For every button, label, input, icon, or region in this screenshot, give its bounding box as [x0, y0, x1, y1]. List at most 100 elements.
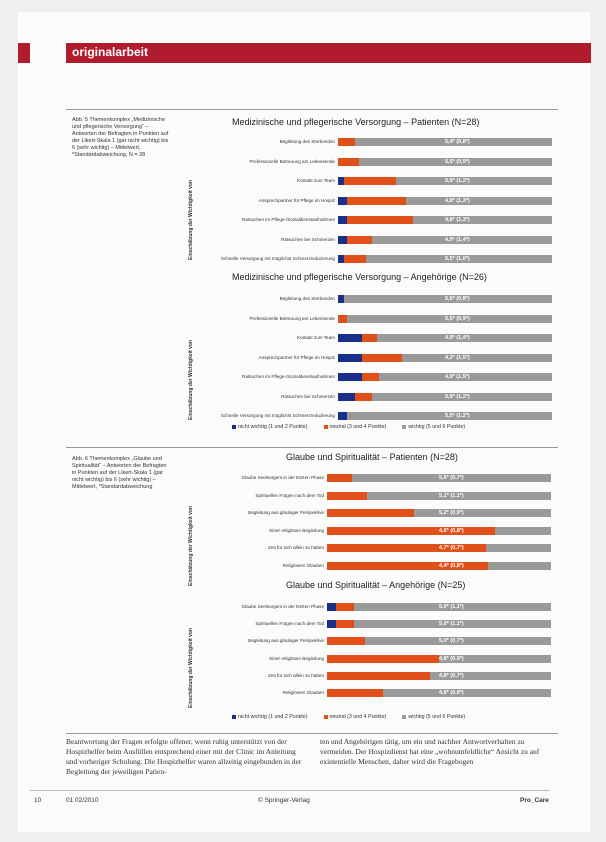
chart-bar-segment-orange [327, 509, 415, 517]
chart-title: Medizinische und pflegerische Versorgung… [232, 272, 487, 282]
chart-bar-segment-orange [346, 196, 407, 205]
chart-category-label: Einer religiösen Begleitung [269, 527, 324, 533]
chart-bar [338, 157, 552, 166]
chart-y-axis-label: Einschätzung der Wichtigkeit von [188, 628, 194, 708]
chart-bar-segment-gray [346, 412, 552, 420]
legend-label: neutral (3 und 4 Punkte) [329, 424, 387, 430]
chart-bar-segment-orange [361, 373, 379, 381]
chart-category-label: Glaube Seelsorgers in der letzten Phase [241, 604, 324, 609]
chart-bar-segment-blue [338, 177, 345, 185]
chart-bar-segment-gray [372, 235, 552, 244]
legend-item: neutral (3 und 4 Punkte) [323, 424, 387, 430]
legend-label: wichtig (5 und 6 Punkte) [408, 424, 466, 430]
chart-bar-segment-gray [353, 603, 551, 611]
chart-bar-segment-gray [344, 295, 552, 303]
chart-category-label: Religiösem Glauben [282, 562, 324, 568]
chart-bar-segment-blue [338, 255, 345, 263]
chart-data-label: 5,5* (1,2*) [445, 413, 470, 419]
chart-bar [338, 138, 552, 146]
chart-bar-segment-gray [402, 353, 552, 362]
chart-category-label: Zeit für sich allein zu haben [268, 672, 324, 678]
chart-bar-segment-gray [346, 314, 552, 323]
chart-bar-segment-gray [406, 196, 552, 205]
chart-bar-segment-gray [359, 157, 552, 166]
body-text-col2: ten und Angehörigen tätig, um ein und na… [320, 737, 540, 766]
chart-data-label: 4,8* (0,9*) [439, 690, 464, 696]
chart-bar-segment-orange [327, 544, 487, 552]
chart-category-label: Religiösem Glauben [282, 690, 324, 695]
chart-bar-segment-orange [338, 157, 360, 166]
chart-bar [327, 509, 551, 517]
legend-swatch [232, 425, 236, 429]
chart-bar-segment-gray [414, 509, 551, 517]
chart-category-label: Spirituellen Fragen nach dem Tod [255, 492, 324, 498]
chart-category-label: Professionelle Betreuung am Lebensende [249, 315, 335, 321]
footer-rule [30, 790, 550, 791]
chart-data-label: 4,8* (0,7*) [439, 672, 464, 679]
chart-bar [338, 177, 552, 185]
figure-caption-5: Abb. 5 Themenkomplex „Medizinische und p… [72, 117, 169, 158]
legend-item: wichtig (5 und 6 Punkte) [402, 714, 465, 720]
top-rule [66, 109, 558, 110]
chart-category-label: Schnelle Versorgung mit möglichst Schmer… [220, 256, 335, 261]
chart-bar-segment-gray [365, 255, 552, 263]
chart-bar-segment-blue [338, 295, 345, 303]
chart-bar-segment-orange [355, 392, 373, 401]
chart-bar-segment-orange [338, 314, 347, 323]
chart-data-label: 4,9* (1,5*) [445, 374, 470, 380]
chart-data-label: 4,2* (1,5*) [445, 354, 470, 361]
chart-data-label: 4,9* (1,4*) [445, 335, 470, 341]
chart-category-label: Spirituellen Fragen nach dem Tod [255, 621, 324, 627]
figure-caption-6: Abb. 6 Themenkomplex „Glaube und Spiritu… [72, 456, 167, 490]
chart-data-label: 5,5* (0,9*) [445, 315, 470, 322]
chart-data-label: 5,0* (1,2*) [445, 393, 470, 400]
chart-bar-segment-gray [488, 561, 551, 570]
chart-bar [327, 491, 551, 500]
legend-item: neutral (3 und 4 Punkte) [323, 714, 386, 720]
legend-label: nicht wichtig (1 und 2 Punkte) [238, 424, 308, 430]
chart-bar [338, 255, 552, 263]
chart-bar-segment-gray [378, 373, 552, 381]
legend-label: nicht wichtig (1 und 2 Punkte) [238, 714, 308, 720]
publisher: © Springer-Verlag [258, 797, 310, 804]
chart-y-axis-label: Einschätzung der Wichtigkeit von [188, 506, 194, 586]
chart-data-label: 4,8* (1,3*) [445, 217, 470, 223]
chart-data-label: 4,7* (0,7*) [439, 545, 464, 551]
chart-bar-segment-gray [351, 474, 551, 482]
chart-bar-segment-orange [327, 689, 383, 697]
header-accent [18, 43, 30, 63]
chart-bar-segment-blue [327, 603, 336, 611]
chart-category-label: Begleitung aus gläubiger Perspektive [248, 638, 324, 644]
chart-bar-segment-orange [335, 603, 354, 611]
chart-bar-segment-orange [327, 637, 366, 646]
chart-bar-segment-orange [361, 334, 377, 342]
chart-bar [327, 544, 551, 552]
chart-category-label: Ansprechpartner für Pflege im Hospiz [258, 354, 335, 360]
chart-bar-segment-blue [338, 353, 362, 362]
chart-bar-segment-gray [486, 544, 551, 552]
chart-bar [338, 314, 552, 323]
chart-title: Glaube und Spiritualität – Angehörige (N… [286, 580, 466, 590]
chart-bar-segment-blue [327, 620, 336, 629]
chart-bar-segment-orange [327, 561, 489, 570]
legend-bottom: nicht wichtig (1 und 2 Punkte) neutral (… [232, 714, 465, 720]
chart-bar-segment-orange [335, 620, 354, 629]
chart-category-label: Ratsuchen bei Schmerzen [281, 393, 335, 399]
chart-bar [327, 474, 551, 482]
chart-bar-segment-gray [365, 637, 551, 646]
chart-data-label: 4,8* (0,9*) [439, 655, 464, 662]
chart-bar [327, 689, 551, 697]
chart-category-label: Zeit für sich allein zu haben [268, 545, 324, 550]
chart-data-label: 5,6* (0,8*) [445, 296, 470, 302]
chart-bar [327, 620, 551, 629]
chart-bar-segment-blue [338, 196, 347, 205]
chart-bar-segment-orange [327, 671, 431, 680]
chart-data-label: 4,8* (1,3*) [445, 197, 470, 204]
chart-bar-segment-orange [346, 216, 413, 224]
chart-bar-segment-orange [344, 255, 366, 263]
chart-data-label: 4,6* (0,8*) [439, 527, 464, 534]
legend-swatch [323, 425, 328, 429]
legend-item: nicht wichtig (1 und 2 Punkte) [232, 424, 308, 430]
chart-title: Glaube und Spiritualität – Patienten (N=… [286, 452, 458, 462]
chart-bar-segment-orange [338, 138, 356, 146]
